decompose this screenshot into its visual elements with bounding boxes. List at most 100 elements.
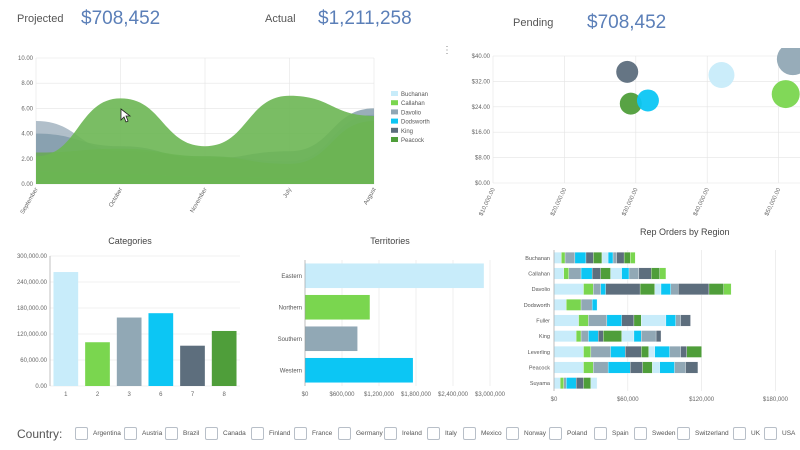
- checkbox-icon[interactable]: [677, 426, 690, 440]
- x-tick-label: July: [283, 187, 294, 199]
- stack-segment: [665, 314, 676, 327]
- checkbox-label: Finland: [269, 429, 291, 437]
- checkbox-icon[interactable]: [124, 426, 137, 440]
- stack-segment: [588, 330, 599, 342]
- country-checkbox-italy[interactable]: Italy: [427, 426, 457, 440]
- country-checkbox-france[interactable]: France: [294, 426, 332, 440]
- stack-segment: [607, 252, 614, 264]
- stack-segment: [578, 314, 589, 327]
- country-checkbox-argentina[interactable]: Argentina: [75, 426, 121, 440]
- mouse-cursor-icon: [120, 108, 132, 123]
- country-checkbox-ireland[interactable]: Ireland: [384, 426, 422, 440]
- country-filter-label: Country:: [17, 427, 63, 441]
- stack-segment: [669, 346, 681, 358]
- stack-segment: [630, 361, 643, 374]
- checkbox-icon[interactable]: [506, 426, 519, 440]
- stack-segment: [723, 283, 732, 295]
- stack-segment: [621, 330, 635, 342]
- territory-bar: [305, 263, 484, 289]
- country-checkbox-germany[interactable]: Germany: [338, 426, 383, 440]
- y-tick-label: $24.00: [472, 105, 491, 111]
- stack-segment: [680, 314, 691, 327]
- stack-segment: [630, 252, 636, 264]
- checkbox-label: UK: [751, 429, 761, 437]
- stack-segment: [553, 252, 562, 264]
- category-bar: [85, 342, 110, 386]
- checkbox-label: Brazil: [183, 429, 200, 437]
- checkbox-icon[interactable]: [463, 426, 476, 440]
- checkbox-label: Sweden: [652, 429, 676, 437]
- stack-segment: [623, 252, 631, 264]
- stack-segment: [641, 346, 649, 358]
- stack-segment: [686, 346, 702, 358]
- country-checkbox-brazil[interactable]: Brazil: [165, 426, 199, 440]
- stack-segment: [591, 267, 601, 280]
- checkbox-icon[interactable]: [427, 426, 440, 440]
- rep-orders-title: Rep Orders by Region: [640, 227, 730, 237]
- stack-segment: [621, 267, 630, 280]
- country-checkbox-spain[interactable]: Spain: [594, 426, 629, 440]
- legend-swatch: [391, 127, 398, 133]
- stack-segment: [606, 314, 622, 327]
- stack-segment: [590, 377, 598, 389]
- x-tick-label: $30,000.00: [621, 187, 639, 217]
- stack-segment: [553, 330, 577, 342]
- territory-bar: [305, 294, 370, 320]
- stack-segment: [674, 361, 686, 374]
- stack-segment: [675, 314, 681, 327]
- stack-segment: [590, 346, 611, 358]
- country-checkbox-mexico[interactable]: Mexico: [463, 426, 502, 440]
- country-checkbox-poland[interactable]: Poland: [549, 426, 587, 440]
- y-tick-label: Leverling: [528, 350, 550, 356]
- country-checkbox-finland[interactable]: Finland: [251, 426, 290, 440]
- checkbox-icon[interactable]: [549, 426, 562, 440]
- area-chart[interactable]: 0.00 2.00 4.00 6.00 8.00 10.00 September Octobe…: [0, 48, 450, 220]
- checkbox-icon[interactable]: [594, 426, 607, 440]
- country-checkbox-canada[interactable]: Canada: [205, 426, 246, 440]
- checkbox-icon[interactable]: [75, 426, 88, 440]
- bubble-point: [616, 60, 639, 83]
- checkbox-icon[interactable]: [338, 426, 351, 440]
- x-tick-label: 3: [127, 392, 131, 398]
- x-tick-label: $2,400,000: [438, 392, 469, 398]
- stack-segment: [648, 346, 656, 358]
- y-tick-label: Southern: [278, 337, 302, 343]
- country-checkbox-usa[interactable]: USA: [764, 426, 795, 440]
- y-tick-label: Peacock: [529, 366, 550, 372]
- x-tick-label: $60,000: [617, 397, 639, 403]
- bubble-chart[interactable]: $0.00 $8.00 $16.00 $24.00 $32.00 $40.00 $10,00…: [455, 48, 800, 220]
- stack-segment: [659, 361, 675, 374]
- country-checkbox-uk[interactable]: UK: [733, 426, 760, 440]
- stack-segment: [593, 361, 609, 374]
- checkbox-label: USA: [782, 429, 796, 437]
- stack-segment: [553, 299, 567, 311]
- rep-orders-chart[interactable]: $0 $60,000 $120,000 $180,000 Buchanan Callaha…: [510, 245, 800, 410]
- checkbox-icon[interactable]: [733, 426, 746, 440]
- categories-chart[interactable]: 0.00 60,000.00 120,000.00 180,000.00 240,000…: [0, 250, 250, 400]
- country-checkbox-norway[interactable]: Norway: [506, 426, 546, 440]
- checkbox-icon[interactable]: [205, 426, 218, 440]
- y-tick-label: Fuller: [536, 319, 550, 325]
- y-tick-label: Davolio: [532, 287, 550, 293]
- checkbox-icon[interactable]: [634, 426, 647, 440]
- y-tick-label: Eastern: [281, 274, 302, 280]
- checkbox-icon[interactable]: [764, 426, 777, 440]
- checkbox-icon[interactable]: [251, 426, 264, 440]
- category-bar: [53, 272, 79, 386]
- stack-segment: [607, 361, 631, 374]
- territories-chart[interactable]: $0 $600,000 $1,200,000 $1,800,000 $2,400,000…: [255, 250, 510, 400]
- stack-segment: [598, 330, 604, 342]
- stack-segment: [652, 361, 660, 374]
- country-checkbox-switzerland[interactable]: Switzerland: [677, 426, 729, 440]
- bubble-point: [708, 62, 735, 89]
- country-checkbox-austria[interactable]: Austria: [124, 426, 162, 440]
- stack-segment: [633, 314, 642, 327]
- checkbox-icon[interactable]: [384, 426, 397, 440]
- stack-segment: [566, 377, 577, 389]
- checkbox-icon[interactable]: [294, 426, 307, 440]
- country-checkbox-sweden[interactable]: Sweden: [634, 426, 676, 440]
- checkbox-icon[interactable]: [165, 426, 178, 440]
- checkbox-label: Germany: [356, 429, 383, 437]
- category-bar: [180, 345, 205, 386]
- x-tick-label: 8: [222, 392, 226, 398]
